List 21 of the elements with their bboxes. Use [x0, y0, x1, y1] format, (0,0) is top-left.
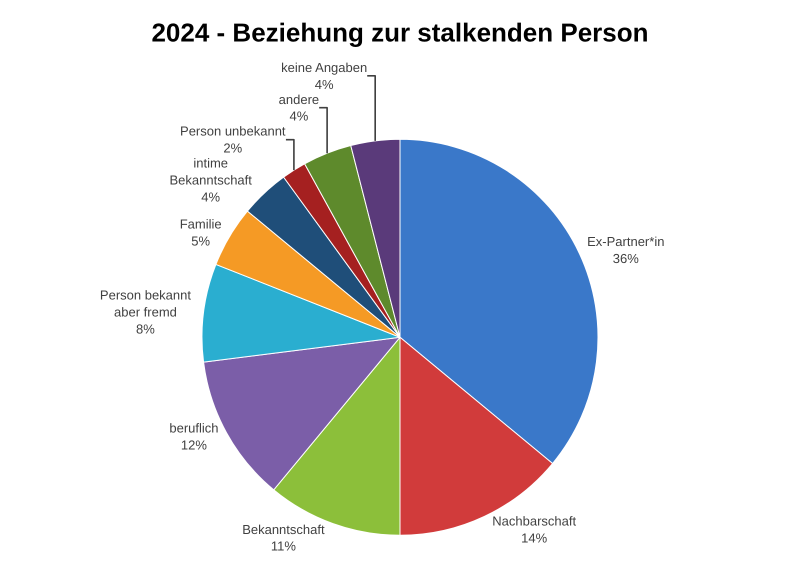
data-label: 2% — [223, 140, 243, 156]
data-label: 11% — [270, 538, 296, 554]
slice-label: Nachbarschaft — [492, 514, 576, 529]
slice-label: Bekanntschaft — [242, 522, 325, 537]
chart-title: 2024 - Beziehung zur stalkenden Person — [151, 18, 649, 48]
slice-label: beruflich — [169, 420, 219, 436]
data-label: 36% — [612, 251, 640, 266]
slice-label: keine Angaben — [281, 60, 368, 75]
slice-label: Person bekannt aber fremd — [100, 288, 192, 320]
data-label: 14% — [521, 530, 548, 546]
slice-label: intime Bekanntschaft — [169, 156, 252, 188]
data-label: 5% — [191, 233, 210, 248]
data-label: 4% — [314, 76, 334, 92]
slice-label: andere — [278, 92, 320, 107]
slice-label: Person unbekannt — [180, 124, 286, 139]
data-label: 4% — [201, 189, 221, 204]
data-label: 8% — [136, 322, 156, 336]
data-label: 4% — [289, 108, 309, 124]
data-label: 12% — [180, 437, 208, 452]
slice-label: Ex-Partner*in — [587, 234, 664, 250]
slice-label: Familie — [180, 216, 222, 232]
